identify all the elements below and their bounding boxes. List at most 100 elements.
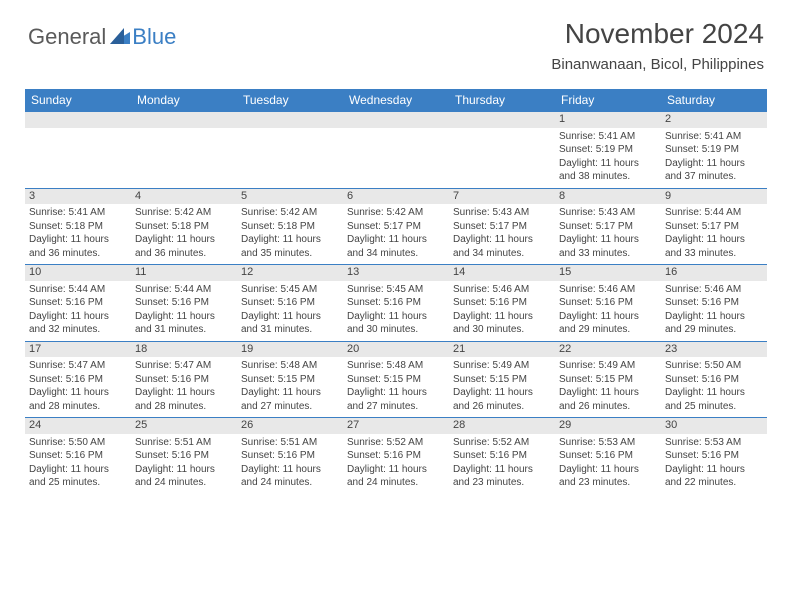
sunset-line: Sunset: 5:16 PM [347,296,445,310]
day-content-cell: Sunrise: 5:46 AMSunset: 5:16 PMDaylight:… [449,281,555,342]
day-number-cell: 10 [25,265,131,281]
day-content-cell [237,128,343,189]
day-content-cell: Sunrise: 5:45 AMSunset: 5:16 PMDaylight:… [343,281,449,342]
location-text: Binanwanaan, Bicol, Philippines [551,56,764,73]
sunrise-line: Sunrise: 5:44 AM [29,283,127,297]
daylight-line: Daylight: 11 hours and 28 minutes. [135,386,233,413]
day-content-cell: Sunrise: 5:53 AMSunset: 5:16 PMDaylight:… [555,434,661,494]
sunset-line: Sunset: 5:16 PM [241,449,339,463]
sunrise-line: Sunrise: 5:52 AM [453,436,551,450]
sunrise-line: Sunrise: 5:50 AM [29,436,127,450]
sunset-line: Sunset: 5:16 PM [347,449,445,463]
day-number-cell [343,112,449,128]
sunset-line: Sunset: 5:16 PM [241,296,339,310]
sunrise-line: Sunrise: 5:44 AM [665,206,763,220]
logo: General Blue [28,24,176,50]
sunset-line: Sunset: 5:15 PM [453,373,551,387]
day-header: Monday [131,89,237,112]
daylight-line: Daylight: 11 hours and 29 minutes. [559,310,657,337]
daylight-line: Daylight: 11 hours and 30 minutes. [347,310,445,337]
day-content-cell: Sunrise: 5:41 AMSunset: 5:19 PMDaylight:… [661,128,767,189]
day-number-cell: 27 [343,418,449,434]
sunset-line: Sunset: 5:15 PM [347,373,445,387]
day-header: Thursday [449,89,555,112]
sunrise-line: Sunrise: 5:44 AM [135,283,233,297]
day-number-cell: 30 [661,418,767,434]
day-content-cell: Sunrise: 5:48 AMSunset: 5:15 PMDaylight:… [343,357,449,418]
sunset-line: Sunset: 5:18 PM [135,220,233,234]
sunset-line: Sunset: 5:16 PM [29,296,127,310]
daylight-line: Daylight: 11 hours and 26 minutes. [453,386,551,413]
daylight-line: Daylight: 11 hours and 24 minutes. [347,463,445,490]
sunset-line: Sunset: 5:16 PM [559,449,657,463]
title-block: November 2024 Binanwanaan, Bicol, Philip… [551,18,764,73]
daylight-line: Daylight: 11 hours and 36 minutes. [29,233,127,260]
sunrise-line: Sunrise: 5:48 AM [241,359,339,373]
daylight-line: Daylight: 11 hours and 31 minutes. [241,310,339,337]
day-number-cell: 29 [555,418,661,434]
sunrise-line: Sunrise: 5:45 AM [241,283,339,297]
logo-mark-icon [110,26,130,49]
day-number-row: 3456789 [25,188,767,204]
daylight-line: Daylight: 11 hours and 34 minutes. [347,233,445,260]
day-content-cell: Sunrise: 5:45 AMSunset: 5:16 PMDaylight:… [237,281,343,342]
sunset-line: Sunset: 5:16 PM [135,296,233,310]
day-number-cell: 8 [555,188,661,204]
day-number-cell: 17 [25,341,131,357]
sunset-line: Sunset: 5:15 PM [241,373,339,387]
day-header-row: Sunday Monday Tuesday Wednesday Thursday… [25,89,767,112]
sunrise-line: Sunrise: 5:45 AM [347,283,445,297]
day-content-cell: Sunrise: 5:53 AMSunset: 5:16 PMDaylight:… [661,434,767,494]
sunset-line: Sunset: 5:19 PM [559,143,657,157]
day-number-cell: 24 [25,418,131,434]
sunset-line: Sunset: 5:16 PM [453,449,551,463]
day-number-cell: 16 [661,265,767,281]
day-number-cell: 2 [661,112,767,128]
day-content-cell: Sunrise: 5:50 AMSunset: 5:16 PMDaylight:… [25,434,131,494]
day-content-cell: Sunrise: 5:44 AMSunset: 5:16 PMDaylight:… [25,281,131,342]
header: General Blue November 2024 Binanwanaan, … [0,0,792,79]
sunset-line: Sunset: 5:15 PM [559,373,657,387]
sunset-line: Sunset: 5:19 PM [665,143,763,157]
daylight-line: Daylight: 11 hours and 24 minutes. [135,463,233,490]
day-content-cell: Sunrise: 5:49 AMSunset: 5:15 PMDaylight:… [449,357,555,418]
daylight-line: Daylight: 11 hours and 28 minutes. [29,386,127,413]
daylight-line: Daylight: 11 hours and 27 minutes. [241,386,339,413]
daylight-line: Daylight: 11 hours and 30 minutes. [453,310,551,337]
day-header: Tuesday [237,89,343,112]
sunrise-line: Sunrise: 5:52 AM [347,436,445,450]
day-content-cell: Sunrise: 5:52 AMSunset: 5:16 PMDaylight:… [449,434,555,494]
sunset-line: Sunset: 5:16 PM [29,449,127,463]
sunrise-line: Sunrise: 5:42 AM [135,206,233,220]
day-number-cell: 26 [237,418,343,434]
day-header: Wednesday [343,89,449,112]
day-content-cell: Sunrise: 5:42 AMSunset: 5:18 PMDaylight:… [131,204,237,265]
sunset-line: Sunset: 5:16 PM [29,373,127,387]
daylight-line: Daylight: 11 hours and 23 minutes. [453,463,551,490]
sunset-line: Sunset: 5:17 PM [453,220,551,234]
day-number-row: 12 [25,112,767,128]
day-header: Sunday [25,89,131,112]
sunrise-line: Sunrise: 5:46 AM [665,283,763,297]
day-number-cell: 4 [131,188,237,204]
day-number-cell: 19 [237,341,343,357]
day-content-cell: Sunrise: 5:47 AMSunset: 5:16 PMDaylight:… [25,357,131,418]
sunrise-line: Sunrise: 5:42 AM [347,206,445,220]
sunset-line: Sunset: 5:17 PM [559,220,657,234]
daylight-line: Daylight: 11 hours and 23 minutes. [559,463,657,490]
day-number-cell: 15 [555,265,661,281]
day-content-cell [131,128,237,189]
day-content-cell: Sunrise: 5:52 AMSunset: 5:16 PMDaylight:… [343,434,449,494]
day-number-cell: 23 [661,341,767,357]
day-content-cell [343,128,449,189]
daylight-line: Daylight: 11 hours and 32 minutes. [29,310,127,337]
day-content-cell: Sunrise: 5:49 AMSunset: 5:15 PMDaylight:… [555,357,661,418]
day-number-cell: 9 [661,188,767,204]
daylight-line: Daylight: 11 hours and 26 minutes. [559,386,657,413]
day-content-cell: Sunrise: 5:46 AMSunset: 5:16 PMDaylight:… [661,281,767,342]
daylight-line: Daylight: 11 hours and 35 minutes. [241,233,339,260]
day-content-cell: Sunrise: 5:41 AMSunset: 5:18 PMDaylight:… [25,204,131,265]
day-content-cell: Sunrise: 5:43 AMSunset: 5:17 PMDaylight:… [555,204,661,265]
day-content-cell [25,128,131,189]
day-content-row: Sunrise: 5:47 AMSunset: 5:16 PMDaylight:… [25,357,767,418]
